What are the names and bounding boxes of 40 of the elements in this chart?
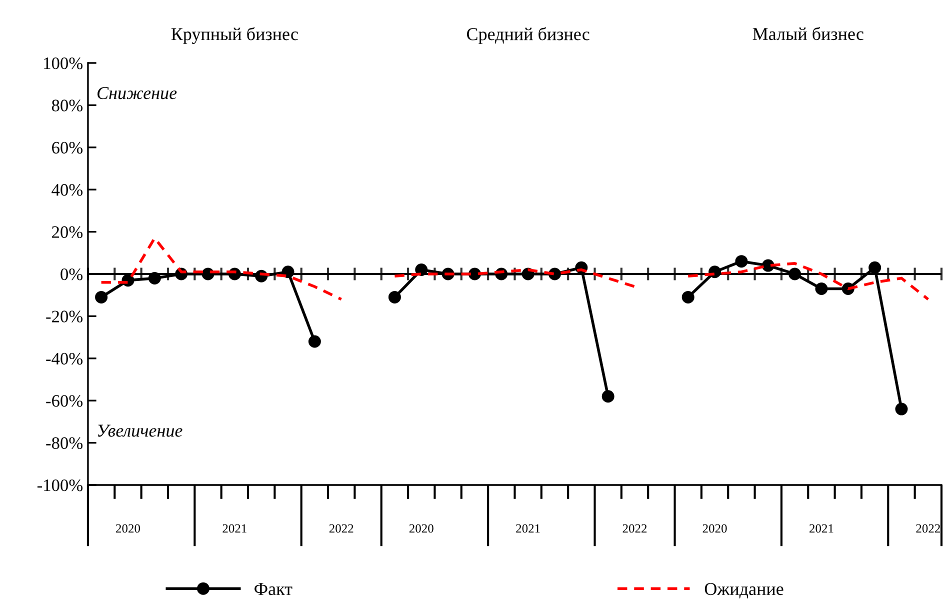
point (868, 261, 882, 274)
point (735, 255, 748, 268)
point (602, 390, 614, 403)
y-tick-label: -20% (46, 310, 83, 322)
x-tick-label: 2022 (329, 524, 354, 533)
point (282, 266, 294, 278)
annotation: Снижение (98, 87, 177, 100)
legend-label: Факт (254, 583, 292, 596)
point (788, 268, 802, 280)
annotation: Увеличение (98, 424, 182, 437)
x-tick-label: 2020 (116, 524, 140, 533)
x-tick-label: 2022 (916, 524, 940, 533)
y-tick-label: 100% (44, 57, 83, 70)
text: Средний бизнес (466, 27, 590, 44)
point (388, 290, 401, 304)
x-tick-label: 2020 (702, 524, 727, 533)
y-tick-label: -100% (37, 479, 83, 492)
text: Малый бизнес (752, 26, 864, 40)
point (148, 272, 161, 284)
point (815, 282, 828, 296)
point (415, 264, 428, 276)
point (95, 290, 108, 304)
point (682, 290, 694, 304)
y-tick-label: 20% (52, 226, 83, 238)
y-tick-label: -40% (46, 352, 83, 365)
x-tick-label: 2021 (222, 524, 246, 533)
point (895, 402, 908, 416)
y-tick-label: 60% (52, 142, 83, 154)
y-tick-label: -60% (46, 395, 83, 407)
y-tick-label: 40% (52, 184, 83, 196)
x-tick-label: 2021 (516, 524, 540, 533)
x-tick-label: 2021 (810, 524, 834, 533)
legend-label: Ожидание (704, 582, 784, 598)
point (308, 335, 321, 348)
y-tick-label: 0% (60, 268, 83, 280)
x-tick-label: 2022 (622, 524, 647, 533)
x-tick-label: 2020 (409, 524, 434, 533)
y-tick-label: 80% (52, 100, 83, 112)
y-tick-label: -80% (46, 437, 83, 450)
text: Крупный бизнес (171, 27, 298, 44)
